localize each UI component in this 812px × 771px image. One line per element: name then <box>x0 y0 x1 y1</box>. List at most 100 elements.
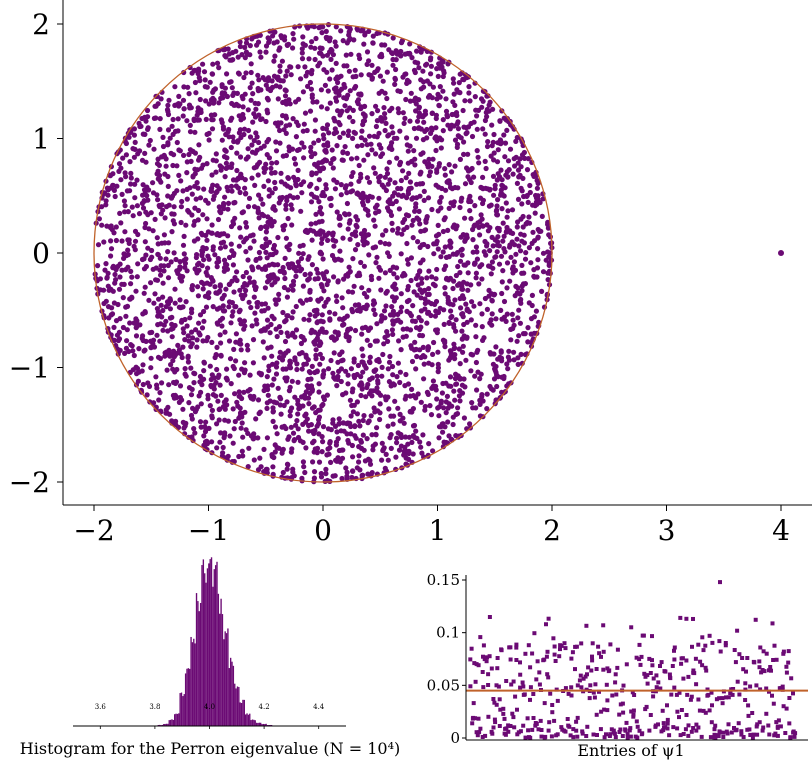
eigenvalue-point <box>502 140 509 146</box>
eigenvalue-point <box>201 69 208 75</box>
entry-point <box>665 721 670 726</box>
eigenvalue-point <box>320 394 327 400</box>
eigenvalue-point <box>132 247 138 253</box>
eigenvalue-point <box>308 44 314 50</box>
eigenvalue-point <box>234 277 240 284</box>
eigenvalue-point <box>422 296 428 302</box>
entry-point <box>518 729 523 734</box>
eigenvalue-point <box>240 273 246 280</box>
eigenvalue-point <box>217 245 224 251</box>
eigenvalue-point <box>239 175 245 181</box>
eigenvalue-point <box>517 172 523 178</box>
eigenvalue-point <box>179 198 185 205</box>
eigenvalue-point <box>248 69 254 76</box>
eigenvalue-point <box>269 160 275 166</box>
eigenvalue-point <box>464 165 470 171</box>
eigenvalue-point <box>447 238 453 244</box>
eigenvalue-point <box>260 339 266 345</box>
eigenvalue-point <box>350 386 356 392</box>
eigenvalue-point <box>195 217 201 223</box>
eigenvalue-point <box>282 375 288 381</box>
eigenvalue-point <box>379 440 385 446</box>
eigenvalue-point <box>237 337 243 343</box>
eigenvalue-point <box>262 383 268 389</box>
eigenvalue-point <box>163 156 169 162</box>
eigenvalue-point <box>180 344 186 350</box>
eigenvalue-point <box>306 428 312 434</box>
eigenvalue-point <box>274 333 280 340</box>
eigenvalue-point <box>327 440 333 446</box>
eigenvalue-point <box>158 321 164 327</box>
eigenvalue-point <box>456 393 462 399</box>
eigenvalue-point <box>249 175 255 181</box>
eigenvalue-point <box>309 95 315 101</box>
eigenvalue-point <box>272 179 278 186</box>
eigenvalue-point <box>498 192 504 198</box>
eigenvalue-point <box>155 168 161 174</box>
histogram-bar <box>195 593 198 726</box>
eigenvalue-point <box>459 328 465 334</box>
entry-point <box>677 690 682 695</box>
eigenvalue-point <box>452 163 458 169</box>
eigenvalue-point <box>404 308 410 314</box>
eigenvalue-point <box>315 297 321 303</box>
eigenvalue-point <box>317 205 324 211</box>
eigenvalue-point <box>504 127 510 133</box>
eigenvalue-point <box>395 360 401 366</box>
eigenvalue-point <box>410 451 416 457</box>
eigenvalue-point <box>379 54 385 60</box>
eigenvalue-point <box>397 379 403 386</box>
entry-point <box>487 654 492 659</box>
eigenvalue-point <box>376 195 382 201</box>
eigenvalue-point <box>453 272 459 279</box>
eigenvalue-point <box>330 165 336 171</box>
eigenvalue-point <box>507 278 513 284</box>
eigenvalue-point <box>389 327 395 333</box>
eigenvector-entries-plot: 00.050.10.15 Entries of ψ1 <box>427 571 808 760</box>
eigenvalue-point <box>298 255 305 262</box>
eigenvalue-point <box>352 423 358 429</box>
entry-point <box>630 690 635 695</box>
eigenvalue-point <box>222 85 228 91</box>
eigenvalue-point <box>136 211 143 217</box>
entry-point <box>468 657 473 662</box>
eigenvalue-point <box>490 139 496 145</box>
eigenvalue-point <box>133 316 139 322</box>
eigenvalue-point <box>271 58 277 64</box>
y-tick-label: −2 <box>9 466 50 499</box>
eigenvalue-point <box>314 423 320 429</box>
eigenvalue-point <box>284 294 290 300</box>
eigenvalue-point <box>382 127 388 134</box>
entry-point <box>729 730 734 735</box>
eigenvalue-point <box>371 165 377 171</box>
entry-point <box>675 726 680 731</box>
entry-point <box>697 708 702 713</box>
eigenvalue-point <box>116 336 123 342</box>
entry-point <box>577 678 582 683</box>
eigenvalue-point <box>348 181 354 187</box>
eigenvalue-point <box>219 295 226 301</box>
eigenvalue-point <box>278 329 284 335</box>
eigenvalue-point <box>428 55 434 61</box>
eigenvalue-point <box>352 327 359 334</box>
eigenvalue-point <box>483 252 489 258</box>
eigenvalue-point <box>525 325 531 331</box>
eigenvalue-point <box>255 72 261 78</box>
histogram-bar <box>269 724 271 726</box>
eigenvalue-point <box>464 281 470 287</box>
eigenvalue-point <box>356 162 362 169</box>
eigenvalue-point <box>486 287 492 293</box>
eigenvalue-point <box>393 66 399 73</box>
eigenvalue-point <box>341 420 347 426</box>
eigenvalue-point <box>213 151 219 157</box>
entry-point <box>555 698 560 703</box>
eigenvalue-point <box>246 195 253 201</box>
eigenvalue-point <box>366 359 372 365</box>
eigenvalue-point <box>300 300 306 306</box>
entry-point <box>759 670 764 675</box>
eigenvalue-point <box>451 278 457 284</box>
eigenvalue-point <box>103 298 109 304</box>
eigenvalue-point <box>195 293 201 299</box>
eigenvalue-point <box>540 196 546 202</box>
eigenvalue-point <box>198 401 204 407</box>
